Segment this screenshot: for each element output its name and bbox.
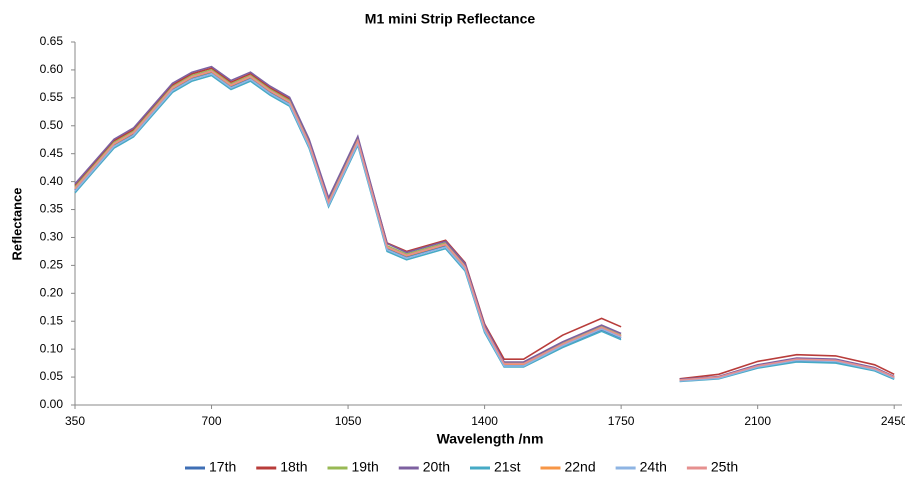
- y-axis-label: Reflectance: [9, 188, 24, 261]
- series-line: [74, 74, 895, 383]
- y-tick-label: 0.20: [40, 285, 64, 299]
- x-tick-label: 1400: [471, 414, 498, 428]
- series-line: [74, 70, 895, 382]
- chart-title: M1 mini Strip Reflectance: [365, 11, 536, 27]
- legend-label: 20th: [423, 459, 450, 475]
- y-tick-label: 0.10: [40, 341, 64, 355]
- y-tick-label: 0.50: [40, 118, 64, 132]
- legend-label: 25th: [711, 459, 738, 475]
- x-tick-label: 2100: [744, 414, 771, 428]
- y-tick-label: 0.00: [40, 397, 64, 411]
- y-tick-label: 0.30: [40, 230, 64, 244]
- series-line: [74, 70, 895, 381]
- x-tick-label: 2450: [881, 414, 905, 428]
- y-tick-label: 0.35: [40, 202, 64, 216]
- legend-label: 22nd: [564, 459, 595, 475]
- x-tick-label: 1750: [608, 414, 635, 428]
- legend-label: 24th: [640, 459, 667, 475]
- series-line: [74, 71, 895, 382]
- y-tick-label: 0.15: [40, 313, 64, 327]
- x-tick-label: 700: [202, 414, 222, 428]
- y-tick-label: 0.40: [40, 174, 64, 188]
- legend-label: 17th: [209, 459, 236, 475]
- y-tick-label: 0.65: [40, 34, 64, 48]
- legend-label: 18th: [280, 459, 307, 475]
- y-tick-label: 0.55: [40, 90, 64, 104]
- series-line: [74, 72, 895, 382]
- y-tick-label: 0.05: [40, 369, 64, 383]
- y-tick-label: 0.25: [40, 258, 64, 272]
- x-axis-label: Wavelength /nm: [437, 431, 544, 447]
- y-tick-label: 0.45: [40, 146, 64, 160]
- legend-label: 21st: [494, 459, 521, 475]
- x-tick-label: 1050: [335, 414, 362, 428]
- y-tick-label: 0.60: [40, 62, 64, 76]
- legend-label: 19th: [352, 459, 379, 475]
- x-tick-label: 350: [65, 414, 85, 428]
